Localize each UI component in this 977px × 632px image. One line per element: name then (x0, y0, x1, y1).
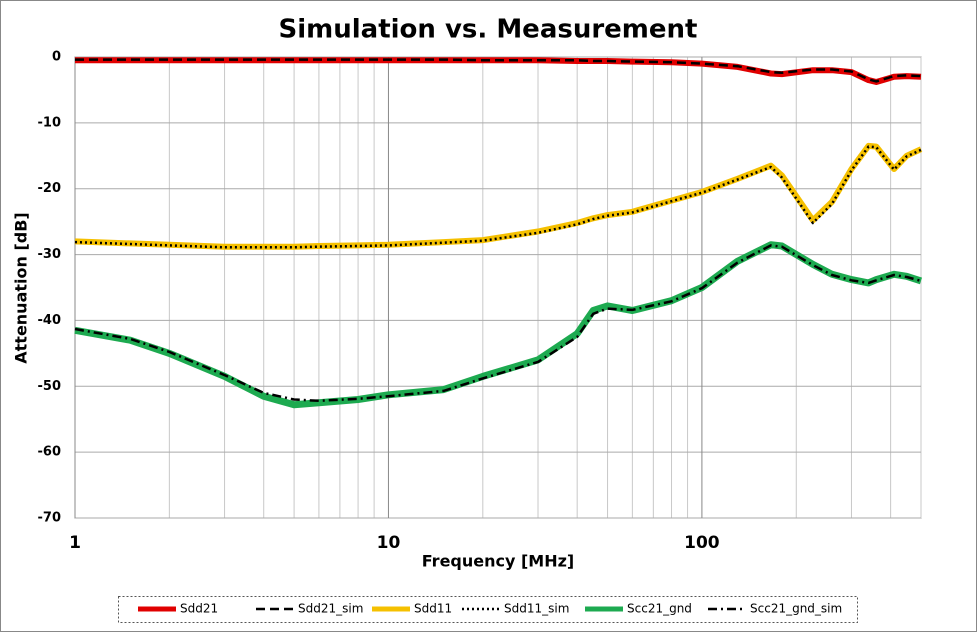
series-line (75, 58, 922, 83)
legend-label: Sdd11_sim (504, 602, 569, 616)
y-tick-label: -40 (38, 313, 62, 328)
y-tick-label: -30 (38, 247, 62, 262)
legend-label: Scc21_gnd_sim (750, 602, 842, 616)
y-tick-label: -70 (38, 511, 62, 526)
x-tick-label: 1 (69, 533, 81, 553)
series-line (74, 244, 922, 403)
x-tick-label: 100 (684, 533, 720, 553)
y-tick-label: -20 (38, 181, 62, 196)
legend-label: Sdd11 (414, 602, 452, 616)
legend-label: Sdd21_sim (298, 602, 363, 616)
x-tick-label: 10 (377, 533, 401, 553)
y-tick-label: 0 (52, 50, 61, 65)
y-tick-label: -60 (38, 445, 62, 460)
series-line (74, 145, 922, 249)
chart-title: Simulation vs. Measurement (279, 15, 698, 45)
legend-label: Scc21_gnd (627, 602, 692, 616)
x-axis-label: Frequency [MHz] (422, 552, 574, 571)
y-tick-label: -10 (38, 115, 62, 130)
legend-box (118, 596, 858, 623)
plot-area (74, 56, 922, 519)
y-axis-label: Attenuation [dB] (12, 212, 31, 363)
legend-label: Sdd21 (180, 602, 218, 616)
y-tick-label: -50 (38, 379, 62, 394)
